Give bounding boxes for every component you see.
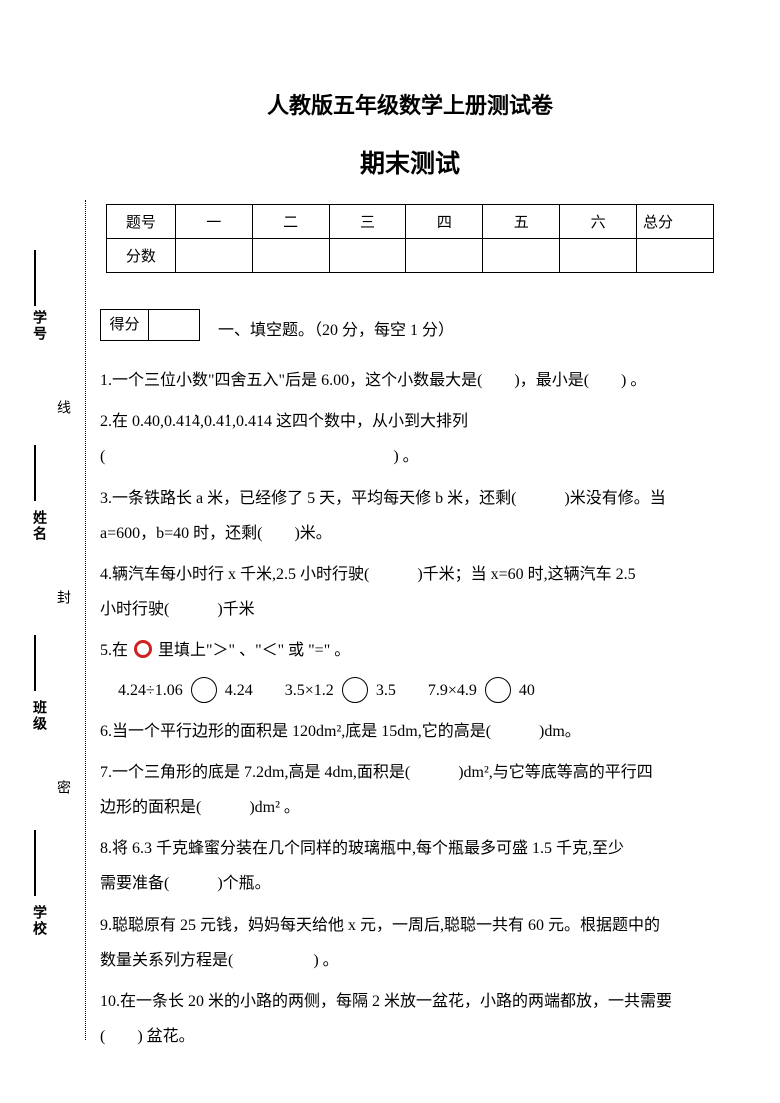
question-5: 5.在 里填上"＞" 、"＜" 或 "=" 。 4.24÷1.06 4.24 3… [100,633,720,707]
col-header: 三 [329,205,406,239]
q5-expr-2b: 3.5 [376,673,396,708]
section-row: 得分 一、填空题。（20 分，每空 1 分） [100,309,720,341]
section-title: 一、填空题。（20 分，每空 1 分） [218,310,454,340]
q10-text-a: 10.在一条长 20 米的小路的两侧，每隔 2 米放一盆花，小路的两端都放，一共… [100,984,720,1019]
q3-text-b: a=600，b=40 时，还剩( )米。 [100,516,720,551]
col-header: 二 [252,205,329,239]
q5-expr-2a: 3.5×1.2 [285,673,334,708]
q8-text-b: 需要准备( )个瓶。 [100,866,720,901]
question-8: 8.将 6.3 千克蜂蜜分装在几个同样的玻璃瓶中,每个瓶最多可盛 1.5 千克,… [100,831,720,901]
q7-text-b: 边形的面积是( )dm² 。 [100,790,720,825]
col-header: 五 [483,205,560,239]
q2-text-c: ,0.414 这四个数中，从小到大排列 [232,413,468,430]
q8-text-a: 8.将 6.3 千克蜂蜜分装在几个同样的玻璃瓶中,每个瓶最多可盛 1.5 千克,… [100,831,720,866]
col-header: 四 [406,205,483,239]
score-cell [252,239,329,273]
question-2: 2.在 0.40,0.414,0.41,0.414 这四个数中，从小到大排列 (… [100,404,720,474]
q5-expr-3a: 7.9×4.9 [428,673,477,708]
question-list: 1.一个三位小数"四舍五入"后是 6.00，这个小数最大是( )，最小是( ) … [100,363,720,1054]
q2-text-b: ,0.4 [200,413,224,430]
score-table: 题号 一 二 三 四 五 六 总分 分数 [106,204,714,273]
col-header: 六 [560,205,637,239]
score-box-blank [148,309,200,341]
q7-text-a: 7.一个三角形的底是 7.2dm,高是 4dm,面积是( )dm²,与它等底等高… [100,755,720,790]
compare-circle [342,677,368,703]
q4-text-a: 4.辆汽车每小时行 x 千米,2.5 小时行驶( )千米；当 x=60 时,这辆… [100,557,720,592]
sub-title: 期末测试 [100,144,720,180]
col-header: 一 [175,205,252,239]
q5-expr-3b: 40 [519,673,535,708]
score-box: 得分 [100,309,200,341]
total-header: 总分 [637,205,714,239]
red-circle-icon [134,640,152,658]
question-4: 4.辆汽车每小时行 x 千米,2.5 小时行驶( )千米；当 x=60 时,这辆… [100,557,720,627]
q2-text-a: 2.在 0.40,0.41 [100,413,192,430]
compare-circle [191,677,217,703]
question-9: 9.聪聪原有 25 元钱，妈妈每天给他 x 元，一周后,聪聪一共有 60 元。根… [100,908,720,978]
row-label: 分数 [107,239,176,273]
score-cell [406,239,483,273]
q10-text-b: ( ) 盆花。 [100,1019,720,1054]
q4-text-b: 小时行驶( )千米 [100,592,720,627]
q5-expr-1a: 4.24÷1.06 [118,673,183,708]
q5-tail: 里填上"＞" 、"＜" 或 "=" 。 [158,633,350,668]
q9-text-b: 数量关系列方程是( ) 。 [100,943,720,978]
score-cell [175,239,252,273]
q2-repeating-2: 1 [224,413,232,430]
score-box-label: 得分 [100,309,148,341]
q5-expr-1b: 4.24 [225,673,253,708]
row-label: 题号 [107,205,176,239]
q9-text-a: 9.聪聪原有 25 元钱，妈妈每天给他 x 元，一周后,聪聪一共有 60 元。根… [100,908,720,943]
q2-blank: ( ) 。 [100,439,720,474]
q3-text-a: 3.一条铁路长 a 米，已经修了 5 天，平均每天修 b 米，还剩( )米没有修… [100,481,720,516]
score-cell [483,239,560,273]
question-3: 3.一条铁路长 a 米，已经修了 5 天，平均每天修 b 米，还剩( )米没有修… [100,481,720,551]
compare-circle [485,677,511,703]
question-1: 1.一个三位小数"四舍五入"后是 6.00，这个小数最大是( )，最小是( ) … [100,363,720,398]
score-cell [637,239,714,273]
question-7: 7.一个三角形的底是 7.2dm,高是 4dm,面积是( )dm²,与它等底等高… [100,755,720,825]
question-6: 6.当一个平行边形的面积是 120dm²,底是 15dm,它的高是( )dm。 [100,714,720,749]
table-row: 分数 [107,239,714,273]
score-cell [329,239,406,273]
table-row: 题号 一 二 三 四 五 六 总分 [107,205,714,239]
score-cell [560,239,637,273]
question-10: 10.在一条长 20 米的小路的两侧，每隔 2 米放一盆花，小路的两端都放，一共… [100,984,720,1054]
q5-head: 5.在 [100,633,128,668]
q2-repeating-1: 4 [192,413,200,430]
page-content: 人教版五年级数学上册测试卷 期末测试 题号 一 二 三 四 五 六 总分 分数 … [0,0,780,1103]
main-title: 人教版五年级数学上册测试卷 [100,88,720,120]
